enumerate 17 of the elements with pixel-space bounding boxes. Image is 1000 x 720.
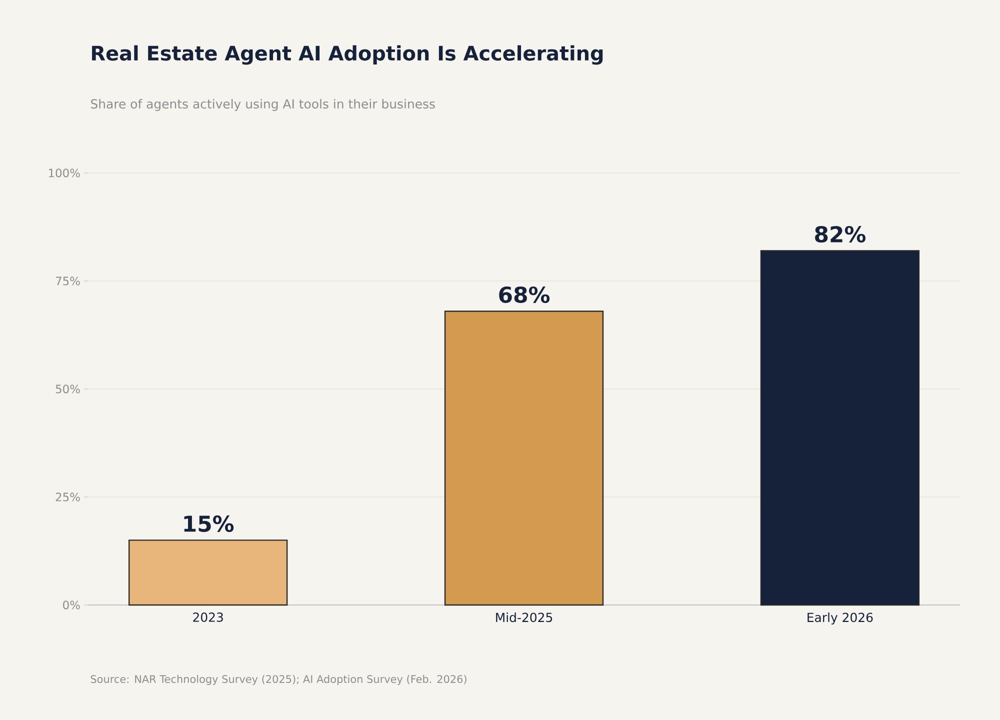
bar xyxy=(128,540,288,606)
data-label: 15% xyxy=(184,515,234,532)
data-label: 82% xyxy=(815,226,866,243)
chart-title: Real Estate Agent AI Adoption Is Accelerating xyxy=(92,45,603,65)
source-note: Source: NAR Technology Survey (2025); AI Adoption Survey (Feb. 2026) xyxy=(90,674,466,686)
bar xyxy=(760,250,920,606)
x-tick-label: 2023 xyxy=(193,612,223,622)
y-tick-label: 25% xyxy=(56,492,80,502)
chart-subtitle: Share of agents actively using AI tools in their business xyxy=(91,98,435,112)
y-tick-label: 0% xyxy=(63,600,80,610)
bar xyxy=(444,310,604,606)
data-label: 68% xyxy=(499,286,550,304)
y-tick-label: 100% xyxy=(49,168,80,178)
x-tick-label: Early 2026 xyxy=(808,612,873,625)
y-tick-label: 50% xyxy=(56,384,80,394)
y-tick-label: 75% xyxy=(56,276,80,286)
x-tick-label: Mid-2025 xyxy=(496,612,552,622)
